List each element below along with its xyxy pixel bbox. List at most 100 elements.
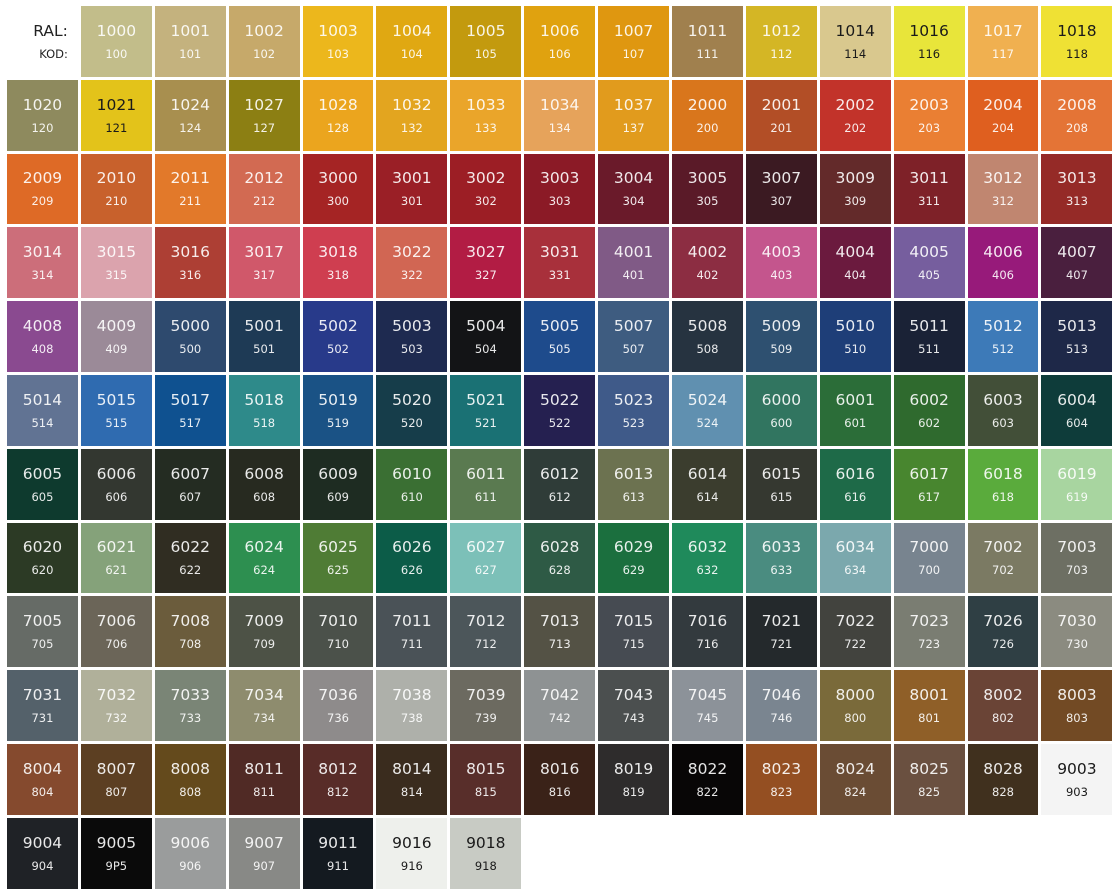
color-swatch-1018: 1018 118 [1041,6,1113,77]
kod-number: 715 [622,637,645,652]
ral-number: 2003 [909,95,949,114]
kod-number: 202 [844,120,867,135]
kod-number: 738 [400,711,423,726]
ral-number: 5004 [466,317,506,336]
kod-number: 127 [253,120,276,135]
kod-number: 702 [992,563,1014,578]
ral-number: 7002 [983,538,1023,557]
kod-number: 520 [400,415,423,430]
ral-number: 2011 [170,169,210,188]
kod-number: 733 [179,711,202,726]
kod-number: 301 [400,194,423,209]
kod-number: 712 [474,637,497,652]
ral-number: 3001 [392,169,432,188]
color-swatch-6021: 6021 621 [80,522,152,594]
ral-number: 7003 [1057,538,1097,557]
kod-number: 313 [1065,194,1088,209]
ral-number: 6020 [22,538,63,557]
color-swatch-7008: 7008 708 [154,596,226,668]
kod-number: 107 [622,46,645,61]
legend-header: RAL: KOD: [7,6,78,77]
kod-number: 102 [253,46,276,61]
ral-number: 5019 [318,390,358,409]
ral-number: 5024 [687,390,728,409]
ral-number: 8004 [22,759,63,778]
color-swatch-4009: 4009 409 [80,301,152,372]
kod-number: 716 [696,637,719,652]
ral-number: 7033 [170,686,210,705]
ral-number: 6024 [244,538,284,557]
ral-number: 7043 [613,686,654,705]
kod-number: 521 [474,415,497,430]
ral-number: 8022 [687,759,728,778]
color-swatch-3013: 3013 313 [1041,153,1113,225]
color-swatch-6013: 6013 613 [598,448,670,520]
ral-number: 8007 [96,759,137,778]
ral-number: 4007 [1057,243,1097,262]
kod-number: 808 [179,784,202,799]
kod-number: 212 [253,194,276,209]
color-swatch-1028: 1028 128 [302,79,374,151]
ral-number: 6007 [170,464,210,483]
color-swatch-8022: 8022 822 [672,743,743,815]
kod-number: 523 [622,415,645,430]
ral-number: 1003 [318,21,358,40]
kod-number: 311 [918,194,941,209]
color-swatch-9016: 9016 916 [376,817,448,889]
color-swatch-5022: 5022 522 [524,374,596,446]
ral-number: 1021 [96,95,137,114]
color-swatch-8028: 8028 828 [967,743,1039,815]
kod-number: 315 [105,268,128,283]
ral-number: 3002 [466,169,506,188]
color-swatch-3001: 3001 301 [376,153,448,225]
ral-number: 2004 [983,95,1023,114]
kod-label: KOD: [39,46,68,61]
kod-number: 408 [31,342,54,357]
color-swatch-6001: 6001 601 [819,374,891,446]
ral-number: 2012 [244,169,284,188]
color-swatch-6002: 6002 602 [893,374,965,446]
ral-number: 7023 [909,612,949,631]
color-swatch-8000: 8000 800 [819,670,891,741]
kod-number: 611 [474,489,497,504]
ral-number: 3013 [1057,169,1097,188]
ral-number: 1027 [244,95,284,114]
color-swatch-5020: 5020 520 [376,374,448,446]
ral-number: 6034 [835,538,875,557]
kod-number: 137 [622,120,645,135]
color-swatch-5007: 5007 507 [598,301,670,372]
ral-number: 5017 [170,390,210,409]
ral-number: 5000 [170,317,210,336]
ral-number: 7008 [170,612,210,631]
color-swatch-1020: 1020 120 [7,79,78,151]
kod-number: 807 [105,784,128,799]
color-swatch-1034: 1034 134 [524,79,596,151]
ral-number: 8003 [1057,686,1097,705]
ral-number: 1014 [835,21,875,40]
kod-number: 211 [179,194,202,209]
ral-number: 5003 [392,317,432,336]
ral-number: 5005 [539,317,580,336]
ral-number: 1034 [539,95,580,114]
color-swatch-3003: 3003 303 [524,153,596,225]
kod-number: 116 [918,46,941,61]
color-swatch-5009: 5009 509 [745,301,817,372]
color-swatch-7003: 7003 703 [1041,522,1113,594]
ral-number: 3012 [983,169,1023,188]
color-swatch-5000: 5000 500 [154,301,226,372]
kod-number: 617 [918,489,941,504]
kod-number: 401 [622,268,645,283]
ral-number: 1018 [1057,21,1097,40]
kod-number: 626 [400,563,423,578]
kod-number: 304 [622,194,645,209]
color-swatch-6015: 6015 615 [745,448,817,520]
kod-number: 801 [918,711,941,726]
color-swatch-6029: 6029 629 [598,522,670,594]
color-swatch-8012: 8012 812 [302,743,374,815]
color-swatch-1001: 1001 101 [154,6,226,77]
color-swatch-5023: 5023 523 [598,374,670,446]
color-swatch-6034: 6034 634 [819,522,891,594]
kod-number: 616 [844,489,867,504]
ral-number: 1002 [244,21,284,40]
kod-number: 904 [31,858,54,873]
